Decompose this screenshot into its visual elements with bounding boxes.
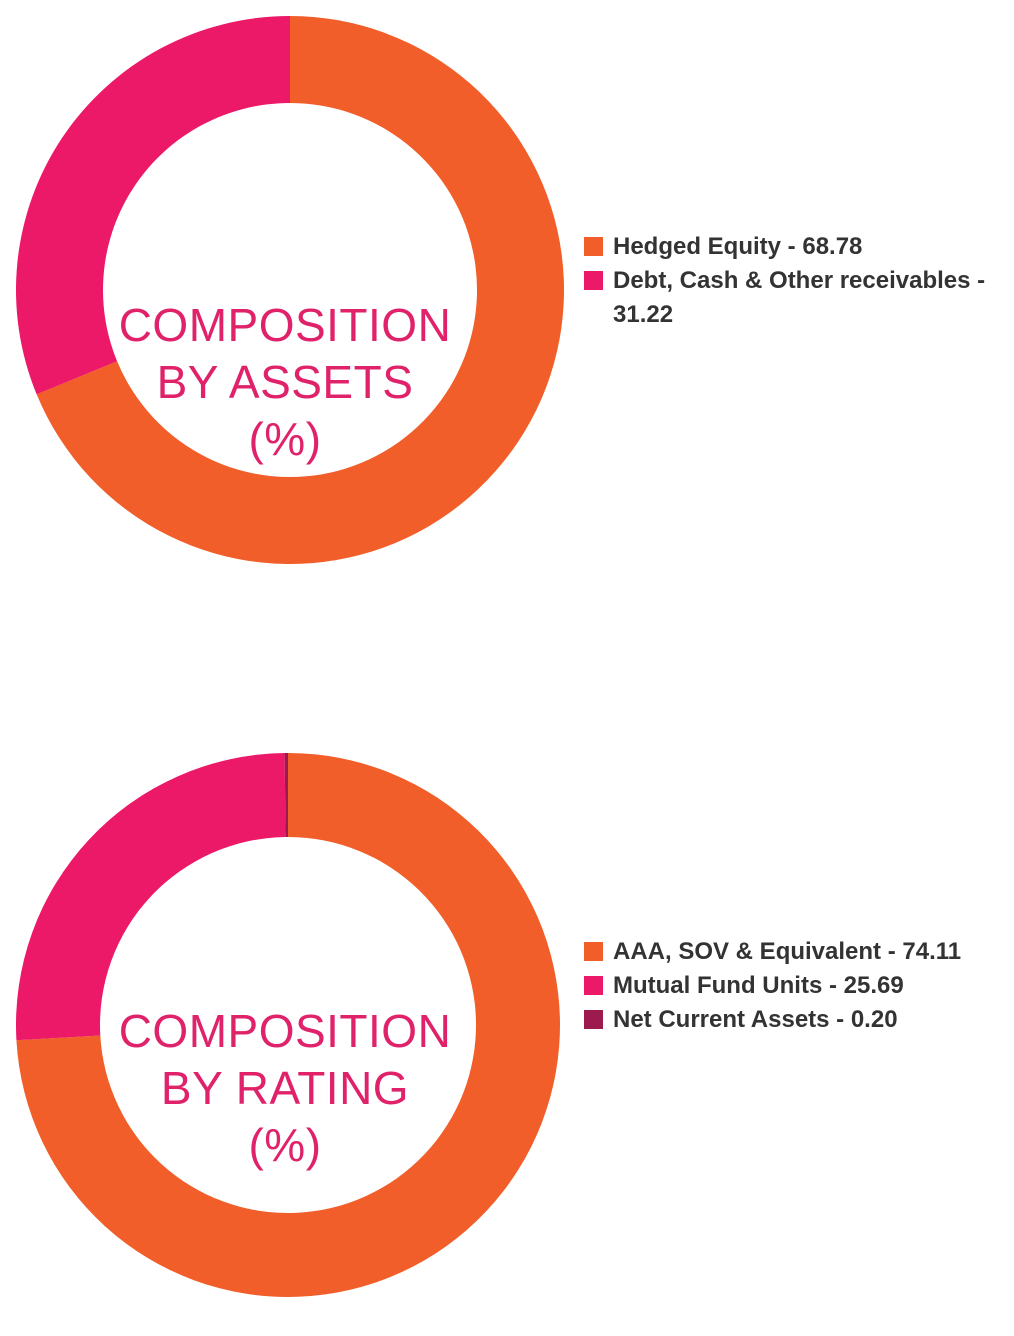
legend-item-mutual-fund-units: Mutual Fund Units - 25.69 — [584, 969, 1014, 1003]
composition-by-assets-chart: COMPOSITION BY ASSETS (%) Hedged Equity … — [0, 16, 1014, 578]
composition-by-assets-legend: Hedged Equity - 68.78 Debt, Cash & Other … — [584, 230, 1014, 332]
chart-center-title-line-3: (%) — [248, 1119, 321, 1171]
legend-label: Net Current Assets - 0.20 — [613, 1006, 898, 1033]
legend-swatch — [584, 1010, 603, 1029]
chart-center-title-line-1: COMPOSITION — [119, 1005, 452, 1057]
slice-net-current-assets — [284, 753, 288, 838]
composition-by-rating-donut: COMPOSITION BY RATING (%) — [15, 753, 561, 1297]
slice-debt-cash-and-other-receivables — [16, 16, 291, 395]
legend-label: Mutual Fund Units - 25.69 — [613, 972, 904, 999]
legend-swatch — [584, 271, 603, 290]
legend-label: Hedged Equity - 68.78 — [613, 233, 863, 260]
legend-swatch — [584, 976, 603, 995]
legend-swatch — [584, 237, 603, 256]
legend-label: Debt, Cash & Other receivables - 31.22 — [613, 267, 986, 328]
slice-aaa-sov-and-equivalent — [16, 753, 561, 1297]
legend-swatch — [584, 942, 603, 961]
slice-hedged-equity — [36, 16, 565, 564]
composition-by-rating-legend: AAA, SOV & Equivalent - 74.11 Mutual Fund… — [584, 935, 1014, 1037]
legend-item-hedged-equity: Hedged Equity - 68.78 — [584, 230, 1014, 264]
legend-item-debt-cash-and-other-receivables: Debt, Cash & Other receivables - 31.22 — [584, 264, 1014, 332]
legend-item-net-current-assets: Net Current Assets - 0.20 — [584, 1003, 1014, 1037]
chart-center-title-line-2: BY ASSETS — [157, 356, 414, 408]
legend-label: AAA, SOV & Equivalent - 74.11 — [613, 938, 962, 965]
composition-by-assets-donut: COMPOSITION BY ASSETS (%) — [16, 16, 565, 564]
legend-item-aaa-sov-and-equivalent: AAA, SOV & Equivalent - 74.11 — [584, 935, 1014, 969]
chart-center-title-line-1: COMPOSITION — [119, 299, 452, 351]
composition-by-rating-chart: COMPOSITION BY RATING (%) AAA, SOV & Equ… — [0, 742, 1014, 1302]
slice-mutual-fund-units — [15, 753, 286, 1041]
chart-center-title-line-3: (%) — [248, 413, 321, 465]
chart-center-title-line-2: BY RATING — [161, 1062, 409, 1114]
